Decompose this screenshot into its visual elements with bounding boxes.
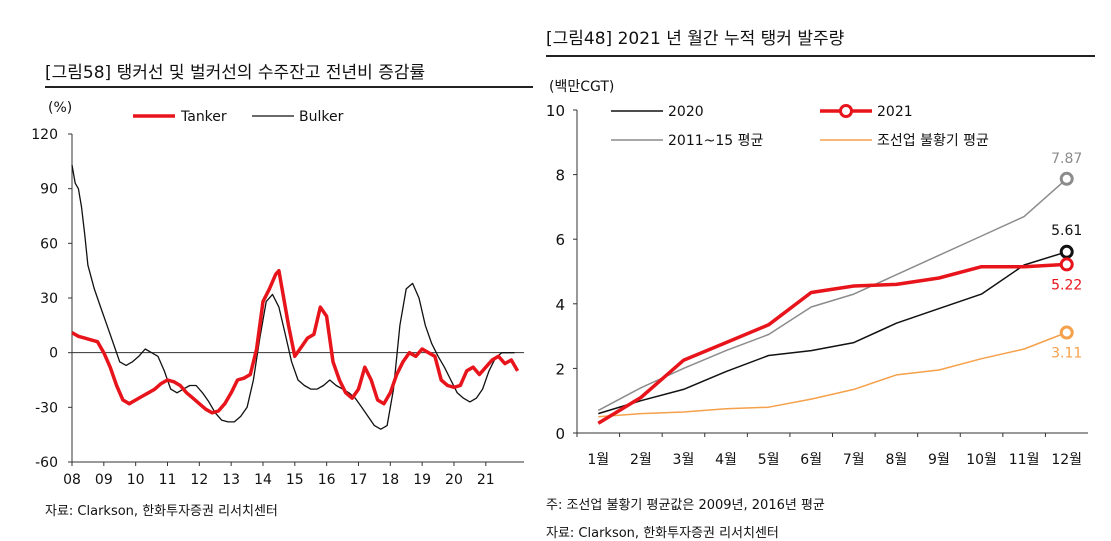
right-x-tick-label: 10월 <box>966 452 997 468</box>
left-y-tick-label: 120 <box>31 127 58 143</box>
right-series-avg-2011-15-end-label: 7.87 <box>1051 151 1082 167</box>
right-x-tick-label: 6월 <box>800 452 822 468</box>
right-series-downturn-avg-end-marker <box>1059 325 1074 340</box>
left-y-tick-label: -60 <box>35 455 58 471</box>
right-y-tick-label: 8 <box>555 167 565 185</box>
right-legend-2021-label: 2021 <box>877 104 913 120</box>
left-x-tick-label: 18 <box>381 472 399 488</box>
right-footnote: 주: 조선업 불황기 평균값은 2009년, 2016년 평균 <box>546 498 825 513</box>
left-x-tick-label: 20 <box>445 472 463 488</box>
right-y-tick-label: 0 <box>555 425 565 443</box>
right-series-2021-line <box>597 262 1067 425</box>
left-x-tick-label: 14 <box>254 472 272 488</box>
right-source-note: 자료: Clarkson, 한화투자증권 리서치센터 <box>546 526 779 541</box>
right-series-2020-end-marker <box>1059 244 1074 259</box>
right-x-tick-label: 8월 <box>885 452 907 468</box>
left-series-tanker-line <box>71 268 520 415</box>
left-y-unit-label: (%) <box>48 100 72 116</box>
left-series-bulker-line <box>71 164 515 430</box>
right-series-avg-2011-15-line <box>597 178 1068 412</box>
left-source-note: 자료: Clarkson, 한화투자증권 리서치센터 <box>45 504 278 519</box>
left-x-tick-label: 12 <box>190 472 208 488</box>
left-y-tick-label: 0 <box>49 346 58 362</box>
left-panel-title: [그림58] 탱커선 및 벌커선의 수주잔고 전년비 증감률 <box>45 63 426 83</box>
right-x-tick-label: 7월 <box>843 452 865 468</box>
right-x-tick-label: 1월 <box>587 452 609 468</box>
left-x-tick-label: 08 <box>63 472 81 488</box>
right-series-2021-end-label: 5.22 <box>1051 277 1082 293</box>
left-x-tick-label: 17 <box>350 472 368 488</box>
left-title-rule <box>45 86 533 88</box>
right-x-tick-label: 3월 <box>673 452 695 468</box>
left-y-tick-label: 60 <box>40 236 58 252</box>
right-x-tick-label: 12월 <box>1051 452 1082 468</box>
right-x-tick-label: 4월 <box>715 452 737 468</box>
right-legend-2021-marker <box>839 104 853 118</box>
right-title-rule <box>546 55 1095 57</box>
left-y-tick-label: 30 <box>40 291 58 307</box>
left-y-tick-label: -30 <box>35 400 58 416</box>
left-x-tick-label: 09 <box>95 472 113 488</box>
right-series-downturn-avg-line <box>598 331 1067 418</box>
left-x-tick-label: 15 <box>286 472 304 488</box>
right-series-avg-2011-15-end-marker <box>1059 171 1074 186</box>
left-legend-tanker-label: Tanker <box>180 109 227 125</box>
left-x-tick-label: 11 <box>159 472 177 488</box>
left-y-tick-label: 90 <box>40 182 58 198</box>
right-x-tick-label: 5월 <box>758 452 780 468</box>
right-y-unit-label: (백만CGT) <box>549 79 614 95</box>
right-legend-downturn-avg-label: 조선업 불황기 평균 <box>877 133 989 149</box>
right-x-tick-label: 2월 <box>630 452 652 468</box>
left-x-tick-label: 19 <box>413 472 431 488</box>
left-x-tick-label: 13 <box>222 472 240 488</box>
right-panel-title: [그림48] 2021 년 월간 누적 탱커 발주량 <box>546 29 845 49</box>
right-y-tick-label: 4 <box>555 296 565 314</box>
right-legend-2020-label: 2020 <box>668 104 704 120</box>
right-y-tick-label: 10 <box>546 102 565 120</box>
right-series-2021-end-marker <box>1059 257 1074 272</box>
right-series-2020-end-label: 5.61 <box>1051 223 1082 239</box>
right-x-tick-label: 11월 <box>1009 452 1040 468</box>
right-series-2020-line <box>598 251 1067 415</box>
right-series-downturn-avg-end-label: 3.11 <box>1051 346 1082 362</box>
left-x-tick-label: 21 <box>477 472 495 488</box>
right-y-tick-label: 2 <box>555 360 565 378</box>
right-y-tick-label: 6 <box>555 231 565 249</box>
left-x-tick-label: 16 <box>318 472 336 488</box>
right-legend-avg-2011-15-label: 2011~15 평균 <box>668 133 764 149</box>
left-x-tick-label: 10 <box>127 472 145 488</box>
right-x-tick-label: 9월 <box>928 452 950 468</box>
left-legend-bulker-label: Bulker <box>299 109 344 125</box>
